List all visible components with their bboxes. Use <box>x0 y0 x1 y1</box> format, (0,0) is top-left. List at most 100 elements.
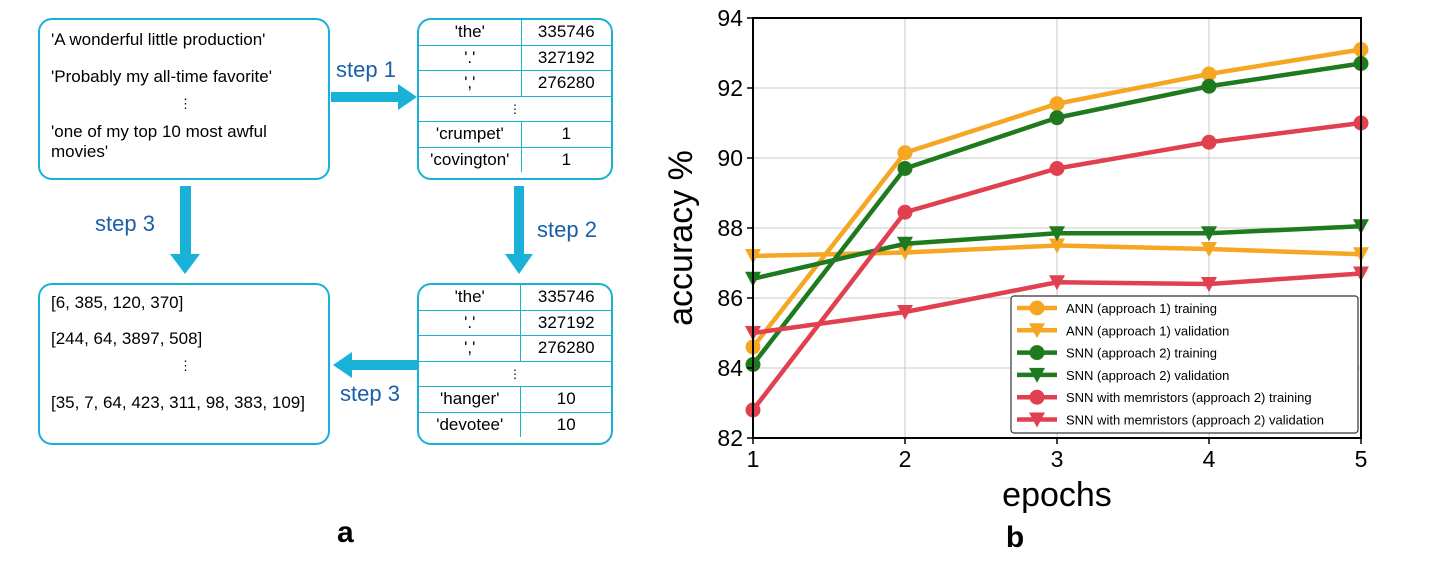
legend: ANN (approach 1) training ANN (approach 1… <box>1010 295 1359 434</box>
x-tick-label: 2 <box>899 446 912 472</box>
panel-label-b: b <box>1006 521 1024 554</box>
step1-label: step 1 <box>336 57 396 82</box>
step3-left-arrow <box>333 352 417 378</box>
count-cell: 276280 <box>520 335 611 361</box>
word-cell: 'the' <box>419 285 522 310</box>
table-row: ⋮ <box>419 360 611 387</box>
legend-label: SNN (approach 2) validation <box>1066 368 1229 383</box>
table-row: ',' 276280 <box>419 70 611 96</box>
data-point <box>1049 110 1065 126</box>
legend-marker <box>1029 389 1045 405</box>
y-tick-label: 84 <box>717 355 743 381</box>
legend-marker <box>1029 412 1045 428</box>
legend-entry: SNN with memristors (approach 2) validat… <box>1017 412 1324 428</box>
word-cell: 'hanger' <box>419 386 522 412</box>
vocab-count-table: 'the' 335746 '.' 327192 ',' 276280 ⋮ 'crump… <box>419 20 611 172</box>
count-cell: 10 <box>520 411 611 437</box>
data-point <box>897 204 913 220</box>
encoded-seq-3: [35, 7, 64, 423, 311, 98, 383, 109] <box>51 393 305 412</box>
encoded-seq-1: [6, 385, 120, 370] <box>51 293 184 312</box>
legend-label: SNN with memristors (approach 2) validat… <box>1066 413 1324 428</box>
word-cell: 'devotee' <box>419 411 522 437</box>
legend-marker <box>1029 345 1045 361</box>
table-row: '.' 327192 <box>419 44 611 71</box>
data-point <box>1201 78 1217 94</box>
count-cell: 1 <box>521 146 611 172</box>
legend-entry: ANN (approach 1) validation <box>1017 323 1229 339</box>
ellipsis-vertical: ⋮ <box>179 96 192 111</box>
x-tick-label: 4 <box>1203 446 1216 472</box>
ellipsis-vertical: ⋮ <box>179 358 192 373</box>
table-row: 'covington' 1 <box>419 146 611 172</box>
filtered-vocab-box: 'the' 335746 '.' 327192 ',' 276280 ⋮ 'hange… <box>417 283 613 445</box>
word-cell: ',' <box>419 70 522 96</box>
data-point <box>897 245 913 261</box>
sentence-3: 'one of my top 10 most awful movies' <box>51 122 267 161</box>
count-cell: 327192 <box>521 44 611 71</box>
word-cell: 'the' <box>419 20 522 45</box>
table-row: 'the' 335746 <box>419 285 611 310</box>
count-cell: 327192 <box>520 309 611 336</box>
step3-down-arrow <box>170 186 200 274</box>
data-point <box>1049 226 1065 242</box>
y-tick-label: 86 <box>717 285 743 311</box>
count-cell: 335746 <box>537 287 595 307</box>
panel-label-a: a <box>337 516 354 549</box>
sentence-2: 'Probably my all-time favorite' <box>51 67 272 86</box>
legend-marker <box>1029 367 1045 383</box>
table-row: 'the' 335746 <box>419 20 611 45</box>
data-point <box>1201 277 1217 292</box>
step1-arrow <box>331 84 417 110</box>
input-sentences-box: 'A wonderful little production' 'Probabl… <box>38 18 330 180</box>
data-point <box>1201 66 1217 82</box>
step3-label-left: step 3 <box>95 211 155 236</box>
flow-arrows <box>170 84 533 378</box>
y-tick-label: 82 <box>717 425 743 451</box>
x-tick-label: 3 <box>1051 446 1064 472</box>
data-point <box>1049 96 1065 112</box>
legend-entry: SNN (approach 2) training <box>1017 345 1217 361</box>
x-axis-label: epochs <box>1002 476 1112 514</box>
y-tick-label: 94 <box>717 5 743 31</box>
count-cell: 276280 <box>521 70 611 96</box>
filtered-vocab-table: 'the' 335746 '.' 327192 ',' 276280 ⋮ 'hange… <box>419 285 611 437</box>
count-cell: 1 <box>521 121 611 147</box>
ellipsis-cell: ⋮ <box>419 95 611 122</box>
legend-entry: SNN with memristors (approach 2) trainin… <box>1017 389 1312 405</box>
series-0 <box>745 42 1369 355</box>
legend-label: SNN with memristors (approach 2) trainin… <box>1066 390 1312 405</box>
count-cell: 10 <box>520 386 611 412</box>
step3-label-bottom: step 3 <box>340 381 400 406</box>
ellipsis-cell: ⋮ <box>419 360 611 387</box>
data-point <box>897 145 913 161</box>
data-point <box>1049 275 1065 291</box>
encoded-seq-2: [244, 64, 3897, 508] <box>51 329 203 348</box>
y-tick-label: 88 <box>717 215 743 241</box>
x-tick-label: 5 <box>1355 446 1368 472</box>
table-row: '.' 327192 <box>419 309 611 336</box>
y-axis-label: accuracy % <box>662 150 700 326</box>
word-cell: 'crumpet' <box>419 121 522 147</box>
data-point <box>897 236 913 252</box>
table-row: 'crumpet' 1 <box>419 121 611 147</box>
table-row: 'devotee' 10 <box>419 411 611 437</box>
word-cell: '.' <box>419 44 522 71</box>
data-point <box>1049 161 1065 176</box>
word-cell: ',' <box>419 335 522 361</box>
step2-arrow <box>505 186 533 274</box>
table-row: ',' 276280 <box>419 335 611 361</box>
count-cell: 335746 <box>537 22 595 42</box>
table-row: ⋮ <box>419 95 611 122</box>
data-point <box>897 161 913 176</box>
y-tick-label: 92 <box>717 75 743 101</box>
encoded-output-box: [6, 385, 120, 370] [244, 64, 3897, 508] … <box>38 283 330 445</box>
legend-marker <box>1029 323 1045 339</box>
data-point <box>1201 226 1217 242</box>
legend-marker <box>1029 300 1045 316</box>
sentence-1: 'A wonderful little production' <box>51 30 266 49</box>
step2-label: step 2 <box>537 217 597 242</box>
legend-label: ANN (approach 1) validation <box>1066 323 1229 338</box>
legend-entry: ANN (approach 1) training <box>1017 300 1217 316</box>
legend-label: ANN (approach 1) training <box>1066 301 1217 316</box>
